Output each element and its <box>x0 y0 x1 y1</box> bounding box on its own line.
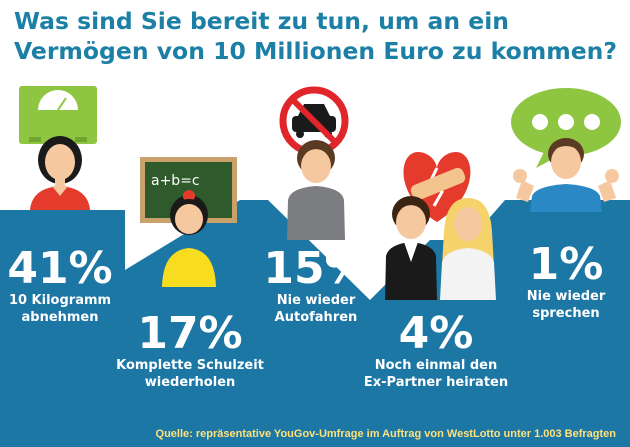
value-label-marry-ex: 4% <box>398 308 474 359</box>
category-label-marry-ex: Noch einmal den Ex-Partner heiraten <box>361 357 511 391</box>
bride-figure <box>440 198 496 300</box>
girl-figure <box>162 190 216 287</box>
value-label-weight-loss: 41% <box>7 243 113 294</box>
no-car-sign-icon <box>279 86 349 156</box>
category-label-line: 10 Kilogramm <box>8 293 112 308</box>
chart-title: Was sind Sie bereit zu tun, um an ein Ve… <box>14 6 624 66</box>
category-label-line: sprechen <box>532 306 600 321</box>
category-label-line: Autofahren <box>274 310 358 325</box>
category-label-line: Komplette Schulzeit <box>116 358 264 373</box>
category-label-repeat-school: Komplette Schulzeit wiederholen <box>115 357 265 391</box>
value-label-repeat-school: 17% <box>137 308 243 359</box>
groom-figure <box>385 196 437 300</box>
category-label-line: Nie wieder <box>526 289 606 304</box>
man-figure <box>287 140 345 240</box>
category-label-line: Ex-Partner heiraten <box>363 375 509 390</box>
category-label-line: Nie wieder <box>276 293 356 308</box>
flexing-man-figure <box>513 138 619 212</box>
woman-figure <box>30 136 90 210</box>
category-label-no-speaking: Nie wieder sprechen <box>491 288 630 322</box>
category-label-line: wiederholen <box>144 375 236 390</box>
category-label-no-driving: Nie wieder Autofahren <box>241 292 391 326</box>
chalkboard-text: a+b=c <box>151 173 200 189</box>
chart-title-line-2: Vermögen von 10 Millionen Euro zu kommen… <box>14 37 618 65</box>
category-label-line: Noch einmal den <box>374 358 498 373</box>
scale-icon <box>19 86 97 144</box>
value-label-no-speaking: 1% <box>528 239 604 290</box>
category-label-line: abnehmen <box>21 310 99 325</box>
value-label-no-driving: 15% <box>263 243 369 294</box>
source-note: Quelle: repräsentative YouGov-Umfrage im… <box>155 428 616 440</box>
chart-title-line-1: Was sind Sie bereit zu tun, um an ein <box>14 7 510 35</box>
category-label-weight-loss: 10 Kilogramm abnehmen <box>0 292 135 326</box>
